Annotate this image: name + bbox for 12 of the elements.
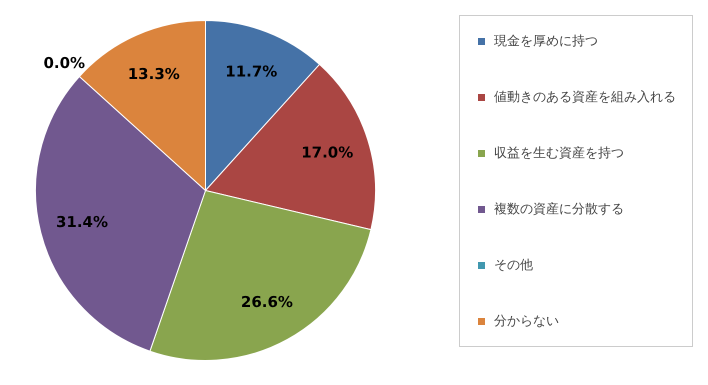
legend-label: 値動きのある資産を組み入れる xyxy=(494,89,676,106)
data-label: 26.6% xyxy=(240,293,293,312)
data-label: 13.3% xyxy=(128,64,180,83)
legend-label: 複数の資産に分散する xyxy=(494,201,624,218)
legend-label: 分からない xyxy=(494,313,559,330)
data-label: 17.0% xyxy=(301,144,354,162)
data-label: 31.4% xyxy=(56,213,108,232)
data-label: 11.7% xyxy=(225,62,278,81)
text: 0.0% xyxy=(43,54,86,72)
legend-label: その他 xyxy=(494,257,533,274)
legend-label: 収益を生む資産を持つ xyxy=(494,145,624,162)
legend-label: 現金を厚めに持つ xyxy=(494,33,598,50)
